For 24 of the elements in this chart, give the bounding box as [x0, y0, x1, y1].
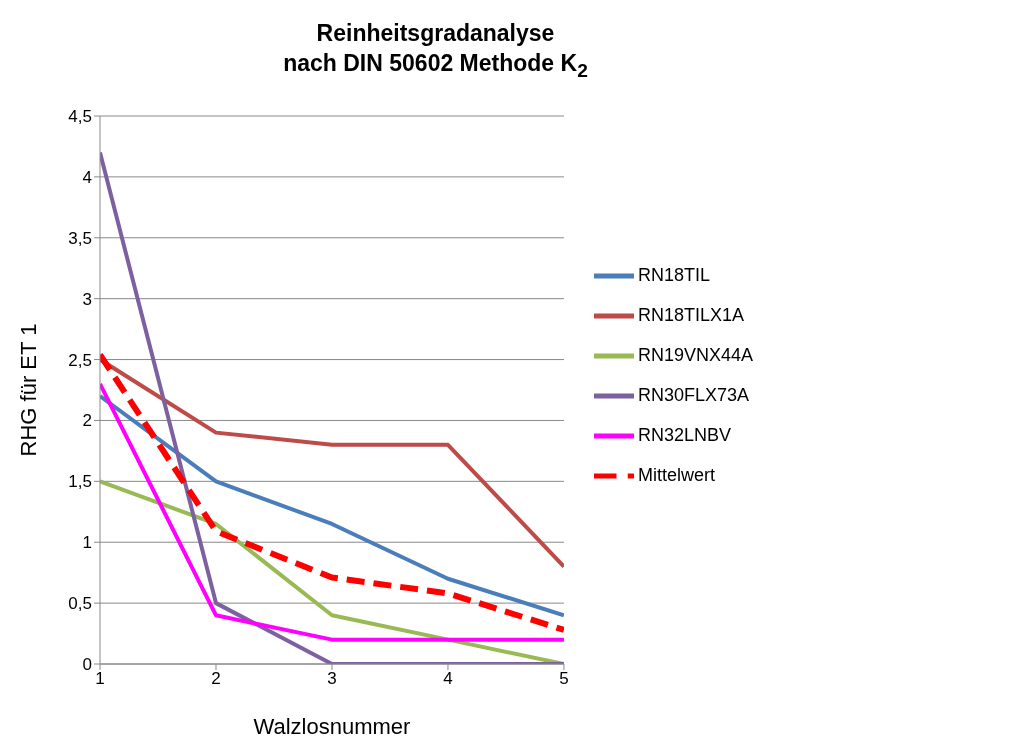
- legend-label: RN30FLX73A: [637, 384, 749, 405]
- x-axis-title: Walzlosnummer: [253, 714, 411, 739]
- y-tick-label: 1,5: [68, 472, 92, 492]
- legend-label: RN18TIL: [637, 264, 710, 285]
- y-tick-label: 4: [82, 167, 92, 187]
- x-tick-label: 2: [211, 669, 221, 689]
- chart-title: Reinheitsgradanalyse nach DIN 50602 Methode K$_{2}$: [282, 19, 589, 83]
- y-tick-label: 2,5: [68, 350, 92, 370]
- x-tick-label: 3: [327, 669, 337, 689]
- y-tick-label: 2: [82, 411, 92, 431]
- legend-label: RN18TILX1A: [637, 304, 744, 325]
- y-tick-label: 0,5: [68, 594, 92, 614]
- y-axis-title: RHG für ET 1: [15, 323, 41, 457]
- x-tick-label: 1: [95, 669, 105, 689]
- legend-label: Mittelwert: [637, 464, 715, 485]
- y-tick-label: 1: [82, 533, 92, 553]
- y-tick-label: 3,5: [68, 228, 92, 248]
- y-tick-label: 4,5: [68, 107, 92, 127]
- y-tick-label: 0: [82, 655, 92, 675]
- legend-label: RN32LNBV: [637, 424, 731, 445]
- legend-label: RN19VNX44A: [637, 344, 753, 365]
- x-tick-label: 4: [443, 669, 453, 689]
- y-tick-label: 3: [82, 289, 92, 309]
- x-tick-label: 5: [559, 669, 569, 689]
